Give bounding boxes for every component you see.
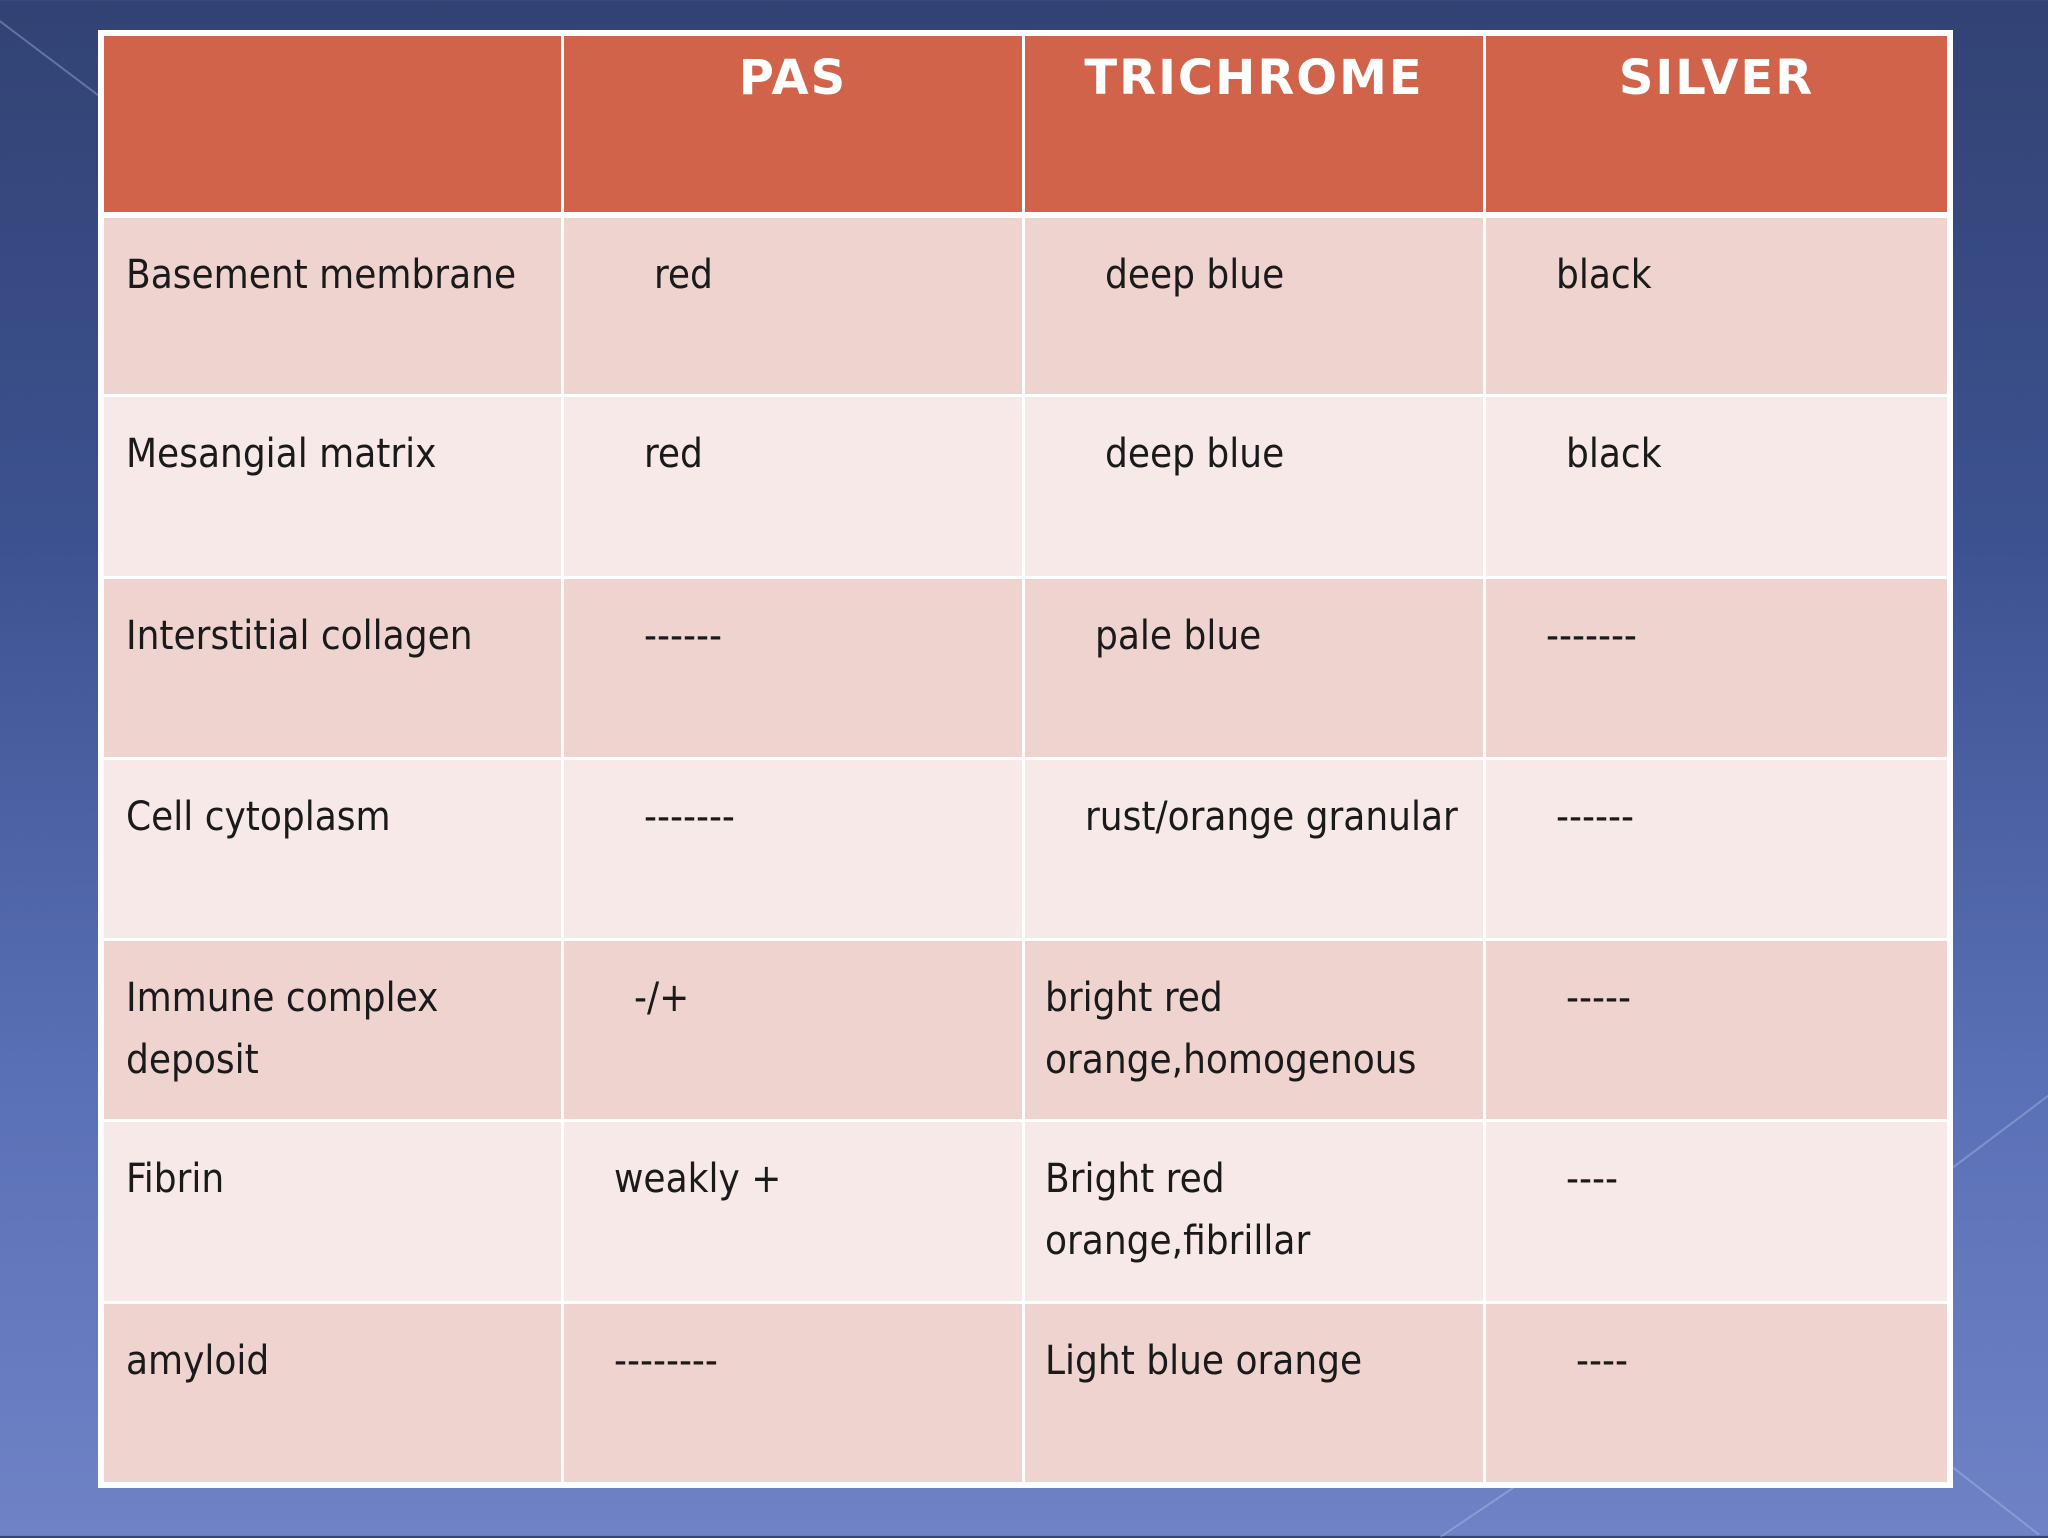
header-cell-silver: SILVER — [1483, 33, 1950, 216]
row-label-cell: Interstitial collagen — [101, 575, 564, 760]
silver-cell: black — [1483, 212, 1950, 398]
row-label: Basement membrane — [126, 251, 517, 298]
row-label: Fibrin — [126, 1156, 225, 1203]
silver-value: black — [1566, 431, 1662, 478]
trichrome-value: deep blue — [1105, 251, 1285, 298]
background-decoration-line — [1943, 1460, 2040, 1536]
row-label-cell: amyloid — [101, 1300, 564, 1486]
trichrome-value: rust/orange granular — [1085, 793, 1458, 840]
trichrome-value: pale blue — [1095, 612, 1262, 659]
staining-comparison-table: PAS TRICHROME SILVER Basement membrane r… — [98, 30, 1953, 1488]
pas-value: red — [654, 251, 713, 298]
table-row: Immune complex deposit -/+ bright red or… — [101, 938, 1950, 1123]
pas-cell: -------- — [561, 1300, 1025, 1486]
pas-value: ------ — [644, 612, 722, 659]
header-cell-pas: PAS — [561, 33, 1025, 216]
silver-cell: ---- — [1483, 1119, 1950, 1304]
row-label: Cell cytoplasm — [126, 793, 391, 840]
pas-cell: red — [561, 212, 1025, 398]
row-label-cell: Basement membrane — [101, 212, 564, 398]
trichrome-value: Light blue orange — [1045, 1337, 1363, 1384]
pas-cell: red — [561, 394, 1025, 579]
silver-cell: ------- — [1483, 575, 1950, 760]
background-decoration-line — [0, 20, 112, 106]
pas-value: -/+ — [634, 975, 690, 1022]
table-header-row: PAS TRICHROME SILVER — [101, 33, 1950, 216]
trichrome-cell: Light blue orange — [1022, 1300, 1486, 1486]
silver-value: ------- — [1546, 612, 1637, 659]
pas-cell: -/+ — [561, 938, 1025, 1123]
table-row: Basement membrane red deep blue black — [101, 212, 1950, 398]
row-label: amyloid — [126, 1337, 270, 1384]
silver-cell: ------ — [1483, 756, 1950, 942]
background-decoration-line — [1948, 1085, 2048, 1172]
row-label-cell: Immune complex deposit — [101, 938, 564, 1123]
row-label: Immune complex deposit — [126, 975, 439, 1084]
trichrome-cell: pale blue — [1022, 575, 1486, 760]
header-cell-trichrome: TRICHROME — [1022, 33, 1486, 216]
trichrome-cell: deep blue — [1022, 394, 1486, 579]
pas-value: weakly + — [614, 1156, 782, 1203]
silver-value: ----- — [1566, 975, 1631, 1022]
row-label: Interstitial collagen — [126, 612, 473, 659]
silver-value: ---- — [1576, 1337, 1628, 1384]
row-label-cell: Mesangial matrix — [101, 394, 564, 579]
row-label: Mesangial matrix — [126, 431, 437, 478]
silver-cell: ---- — [1483, 1300, 1950, 1486]
trichrome-cell: deep blue — [1022, 212, 1486, 398]
pas-value: ------- — [644, 793, 735, 840]
table-row: Cell cytoplasm ------- rust/orange granu… — [101, 756, 1950, 942]
silver-cell: black — [1483, 394, 1950, 579]
trichrome-cell: bright red orange,homogenous — [1022, 938, 1486, 1123]
silver-value: ---- — [1566, 1156, 1618, 1203]
header-cell-empty — [101, 33, 564, 216]
pas-value: -------- — [614, 1337, 718, 1384]
row-label-cell: Fibrin — [101, 1119, 564, 1304]
row-label-cell: Cell cytoplasm — [101, 756, 564, 942]
silver-value: black — [1556, 251, 1652, 298]
pas-cell: weakly + — [561, 1119, 1025, 1304]
table-row: Fibrin weakly + Bright red orange,fibril… — [101, 1119, 1950, 1304]
table-row: Interstitial collagen ------ pale blue -… — [101, 575, 1950, 760]
trichrome-cell: rust/orange granular — [1022, 756, 1486, 942]
table-row: amyloid -------- Light blue orange ---- — [101, 1300, 1950, 1486]
pas-cell: ------- — [561, 756, 1025, 942]
trichrome-value: Bright red orange,fibrillar — [1045, 1156, 1311, 1265]
trichrome-value: bright red orange,homogenous — [1045, 975, 1417, 1084]
trichrome-value: deep blue — [1105, 431, 1285, 478]
silver-cell: ----- — [1483, 938, 1950, 1123]
pas-cell: ------ — [561, 575, 1025, 760]
trichrome-cell: Bright red orange,fibrillar — [1022, 1119, 1486, 1304]
table-row: Mesangial matrix red deep blue black — [101, 394, 1950, 579]
silver-value: ------ — [1556, 793, 1634, 840]
pas-value: red — [644, 431, 703, 478]
